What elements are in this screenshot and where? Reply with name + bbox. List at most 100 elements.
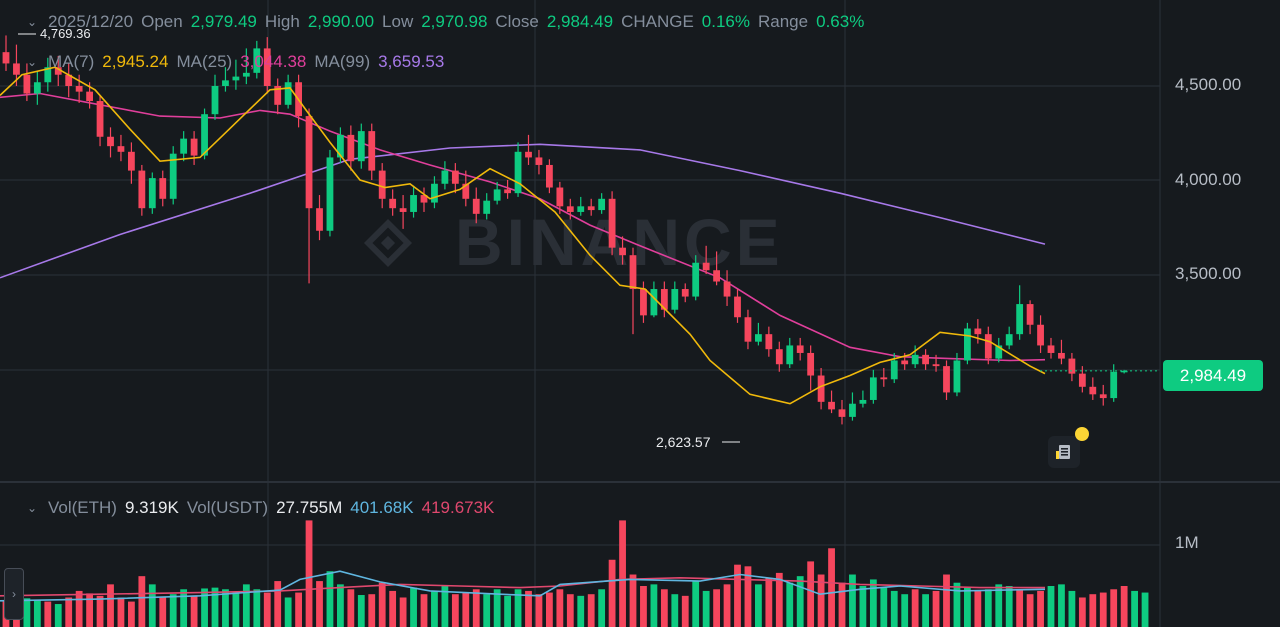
candle-body — [765, 334, 773, 350]
candle-body — [23, 74, 31, 94]
candle — [431, 176, 438, 209]
ma25-value: 3,044.38 — [240, 52, 307, 71]
candle — [629, 247, 637, 335]
volume-bar — [744, 566, 752, 627]
volume-bar — [984, 589, 992, 627]
chevron-right-icon: › — [12, 587, 16, 601]
candle-body — [1047, 345, 1055, 353]
price-axis-label: 4,000.00 — [1175, 170, 1242, 189]
open-value: 2,979.49 — [190, 12, 257, 31]
volume-bar — [932, 590, 940, 627]
candle — [169, 146, 177, 205]
candle-body — [399, 208, 407, 212]
ma7-label[interactable]: MA(7) — [48, 52, 95, 71]
candle-body — [535, 157, 543, 165]
chevron-down-icon[interactable]: ⌄ — [26, 15, 38, 29]
volume-bar — [211, 587, 219, 627]
candle — [650, 281, 658, 318]
candle-body — [75, 86, 83, 92]
candle — [128, 142, 135, 184]
candle-body — [305, 116, 313, 209]
volume-legend: ⌄ Vol(ETH) 9.319K Vol(USDT) 27.755M 401.… — [24, 496, 494, 520]
high-label: High — [264, 12, 300, 31]
volume-bar — [723, 584, 731, 627]
candle-body — [838, 409, 846, 417]
candle — [995, 337, 1003, 363]
candle-body — [13, 63, 20, 75]
candle-body — [410, 195, 417, 212]
candle-body — [128, 151, 135, 171]
candle — [159, 170, 167, 207]
volume-bar — [107, 584, 114, 627]
candle-body — [420, 195, 428, 203]
ma25-line — [0, 92, 1046, 362]
candle — [222, 67, 229, 92]
volume-bar — [598, 589, 606, 627]
volume-bar — [1141, 592, 1149, 627]
candle-body — [859, 399, 867, 404]
candle-body — [44, 67, 52, 83]
candle — [796, 337, 804, 361]
volume-bar — [1110, 589, 1118, 627]
candle — [619, 236, 626, 265]
candle-body — [462, 183, 470, 199]
candle — [1037, 315, 1044, 353]
ma7-layer — [0, 66, 1046, 405]
candle-body — [995, 345, 1003, 359]
volume-bar — [451, 594, 459, 627]
candle — [535, 149, 543, 175]
volume-bar — [566, 594, 574, 627]
volume-bar — [316, 581, 323, 627]
chevron-down-icon[interactable]: ⌄ — [26, 55, 38, 69]
candle — [44, 57, 52, 92]
candle — [692, 255, 700, 301]
candle — [378, 163, 386, 209]
candle — [911, 345, 919, 368]
candle-body — [96, 101, 104, 137]
candle — [838, 399, 846, 425]
candle-body — [148, 178, 156, 209]
range-label: Range — [758, 12, 809, 31]
panel-toggle-handle[interactable]: › — [4, 568, 24, 620]
candle — [1005, 326, 1013, 350]
candle — [326, 149, 334, 237]
notice-board-button[interactable] — [1048, 436, 1080, 468]
low-marker-label: 2,623.57 — [656, 434, 711, 450]
candle-body — [389, 198, 397, 209]
candle — [546, 159, 553, 194]
volume-bar — [389, 590, 397, 627]
candle — [211, 74, 219, 120]
ma99-line — [0, 143, 1046, 279]
candle — [953, 352, 961, 397]
candle-body — [974, 328, 982, 335]
watermark-logo-icon — [363, 218, 413, 268]
candle — [493, 181, 501, 205]
volume-bar — [765, 577, 773, 627]
candle-body — [619, 247, 626, 256]
volume-bar — [75, 590, 83, 627]
vol-ma1-value: 401.68K — [350, 498, 414, 517]
chevron-down-icon[interactable]: ⌄ — [26, 501, 38, 515]
volume-bar — [619, 520, 626, 627]
candle — [964, 322, 971, 365]
volume-bar — [1068, 590, 1076, 627]
volume-bar — [493, 589, 501, 627]
ma99-label[interactable]: MA(99) — [314, 52, 371, 71]
volume-bar — [838, 582, 846, 627]
volume-bar — [807, 561, 815, 627]
candle-body — [786, 345, 794, 365]
candle-body — [901, 360, 909, 365]
candle — [284, 74, 292, 109]
candle-body — [253, 48, 261, 73]
candle-body — [232, 76, 240, 81]
candle — [242, 48, 250, 85]
volume-bar — [23, 598, 31, 627]
candle — [775, 341, 783, 372]
ma25-label[interactable]: MA(25) — [176, 52, 233, 71]
candle — [138, 164, 146, 216]
volume-bar — [431, 590, 438, 627]
volume-bar — [1058, 584, 1065, 627]
volume-bar — [890, 590, 898, 627]
